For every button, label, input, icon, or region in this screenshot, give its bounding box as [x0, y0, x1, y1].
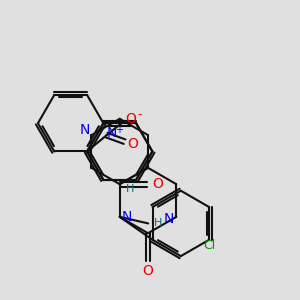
Text: Cl: Cl: [203, 239, 215, 252]
Text: O: O: [125, 112, 136, 126]
Text: H: H: [154, 218, 163, 228]
Text: N: N: [106, 126, 117, 140]
Text: O: O: [142, 264, 154, 278]
Text: N: N: [79, 123, 90, 137]
Text: H: H: [125, 184, 134, 194]
Text: N: N: [122, 210, 132, 224]
Text: -: -: [138, 108, 142, 121]
Text: O: O: [127, 137, 138, 151]
Text: +: +: [116, 125, 124, 135]
Text: N: N: [163, 212, 174, 226]
Text: O: O: [152, 177, 163, 191]
